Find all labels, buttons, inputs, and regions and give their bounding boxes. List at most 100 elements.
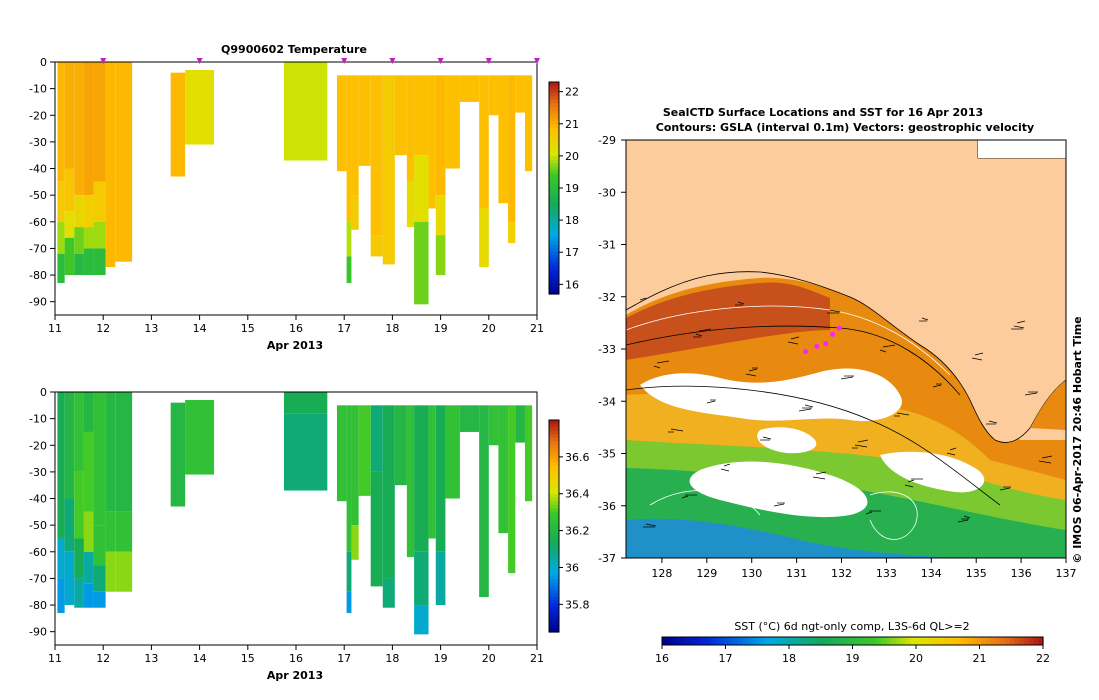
colorbar-step <box>549 536 559 541</box>
profile-cell <box>57 578 65 614</box>
x-tick-label: 129 <box>696 567 717 580</box>
colorbar-step <box>785 637 792 645</box>
colorbar-step <box>549 226 559 231</box>
colorbar-step <box>549 258 559 263</box>
colorbar-step <box>709 637 715 645</box>
colorbar-step <box>549 476 559 481</box>
velocity-vector <box>737 301 745 305</box>
colorbar-step <box>549 617 559 622</box>
colorbar-step <box>549 110 559 115</box>
colorbar-step <box>549 262 559 267</box>
colorbar-step <box>776 637 782 645</box>
colorbar-tick-label: 36.2 <box>565 525 590 538</box>
colorbar-step <box>976 637 982 645</box>
colorbar-step <box>871 637 877 645</box>
profile-cell <box>459 405 480 432</box>
colorbar-step <box>549 448 559 453</box>
colorbar-step <box>549 103 559 108</box>
velocity-vector <box>720 468 730 472</box>
x-tick-label: 20 <box>482 652 496 665</box>
colorbar-step <box>549 561 559 566</box>
profile-cell <box>459 75 480 102</box>
velocity-vector <box>857 439 869 443</box>
colorbar-step <box>549 212 559 217</box>
colorbar-step <box>809 637 815 645</box>
colorbar-step <box>549 593 559 598</box>
colorbar-step <box>981 637 987 645</box>
profile-cell <box>394 405 407 486</box>
profile-cell <box>83 551 94 584</box>
x-tick-label: 128 <box>651 567 672 580</box>
colorbar-step <box>549 152 559 157</box>
colorbar-step <box>549 434 559 439</box>
profile-cell <box>414 605 429 635</box>
cast-marker <box>534 58 540 64</box>
profile-cell <box>498 405 509 534</box>
profile-cell <box>105 511 116 552</box>
colorbar-step <box>549 504 559 509</box>
colorbar-step <box>695 637 701 645</box>
y-tick-label: -32 <box>598 291 616 304</box>
colorbar-step <box>549 603 559 608</box>
profile-cell <box>105 62 116 268</box>
colorbar-step <box>762 637 768 645</box>
colorbar-step <box>549 127 559 133</box>
colorbar-tick-label: 18 <box>565 214 579 227</box>
velocity-vector <box>963 515 971 519</box>
colorbar-step <box>790 637 796 645</box>
colorbar-step <box>549 219 559 224</box>
colorbar-step <box>549 430 559 435</box>
profile-cell <box>57 253 65 284</box>
y-tick-label: -40 <box>29 163 47 176</box>
colorbar-step <box>549 202 559 207</box>
profile-cell <box>83 392 94 432</box>
colorbar-frame <box>548 419 560 633</box>
seal-location <box>836 325 842 331</box>
colorbar-step <box>1028 637 1035 645</box>
cloud-gap <box>757 427 817 454</box>
profile-cell <box>64 62 75 169</box>
gsla-contour <box>626 385 1001 506</box>
colorbar-step <box>833 637 839 645</box>
profile-cell <box>83 431 94 512</box>
y-tick-label: -60 <box>29 546 47 559</box>
velocity-vector <box>762 436 772 440</box>
profile-cell <box>479 208 489 268</box>
colorbar-step <box>862 637 868 645</box>
y-tick-label: -40 <box>29 493 47 506</box>
y-tick-label: -36 <box>598 500 616 513</box>
velocity-vector <box>907 479 915 483</box>
colorbar-step <box>733 637 739 645</box>
colorbar-step <box>549 180 559 186</box>
colorbar-tick-label: 21 <box>565 118 579 131</box>
profile-cell <box>170 72 186 177</box>
x-tick-label: 17 <box>337 322 351 335</box>
velocity-vector <box>681 495 689 499</box>
profile-cell <box>185 399 215 475</box>
profile-cell <box>435 405 446 552</box>
velocity-vector <box>854 444 868 448</box>
colorbar-step <box>549 198 559 203</box>
profile-cell <box>93 525 106 566</box>
colorbar-step <box>800 637 806 645</box>
x-tick-label: 16 <box>289 652 303 665</box>
profile-cell <box>479 75 489 209</box>
colorbar-step <box>828 637 835 645</box>
sst-hot-band <box>626 282 830 360</box>
colorbar-step <box>904 637 911 645</box>
colorbar-step <box>549 437 559 442</box>
cast-marker <box>485 58 492 64</box>
profile-cell <box>93 248 106 276</box>
colorbar-step <box>781 637 787 645</box>
colorbar-step <box>549 191 559 196</box>
velocity-vector <box>1024 392 1038 396</box>
colorbar-tick-label: 36.6 <box>565 451 590 464</box>
colorbar-step <box>549 444 559 449</box>
colorbar-step <box>549 554 559 559</box>
colorbar-step <box>549 159 559 164</box>
velocity-vector <box>896 412 910 416</box>
salinity-panel: 0 -10 -20 -30 -40 -50 -60 -70 -80 -90 11 12 13 14 15 1… <box>29 386 589 682</box>
velocity-vector <box>999 487 1011 491</box>
sst-map-panel: SealCTD Surface Locations and SST for 16… <box>598 106 1084 665</box>
profile-cell <box>370 471 383 587</box>
